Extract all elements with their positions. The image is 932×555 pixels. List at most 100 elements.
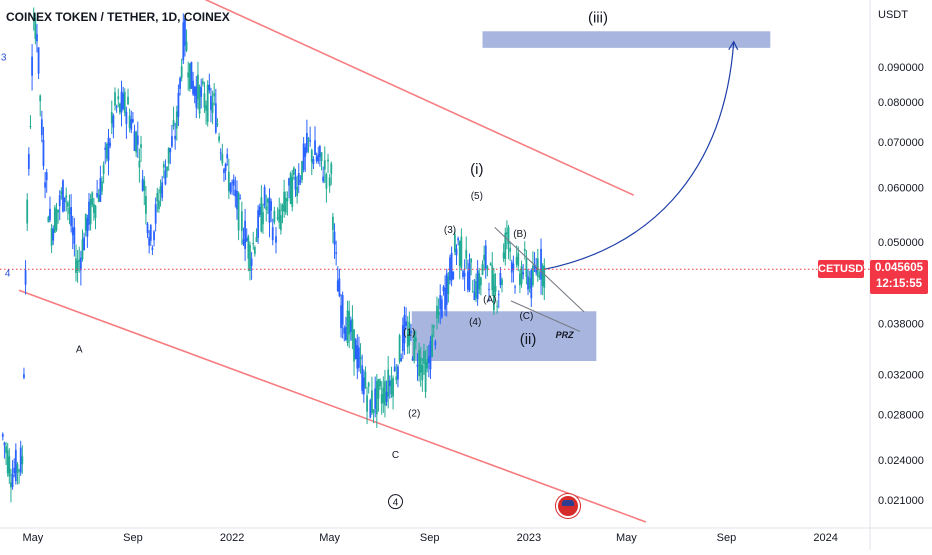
candle-body-177 <box>289 173 292 204</box>
candle-body-215 <box>351 319 354 341</box>
wave-label-14: (ii) <box>520 331 537 348</box>
candle-body-125 <box>205 105 207 111</box>
candle-body-137 <box>224 163 227 172</box>
candle-body-172 <box>281 204 284 212</box>
candle-body-238 <box>388 380 391 387</box>
candle-body-27 <box>45 172 48 181</box>
candle-body-18 <box>31 56 33 76</box>
candle-body-202 <box>330 163 333 174</box>
symbol-price-tag: CETUSDT <box>818 260 870 279</box>
candle-body-132 <box>216 123 219 125</box>
candle-body-178 <box>291 176 294 207</box>
candle-body-266 <box>434 341 437 346</box>
candle-body-76 <box>125 111 128 124</box>
candle-body-252 <box>411 358 414 361</box>
candle-body-237 <box>387 369 390 397</box>
candle-body-276 <box>450 252 453 281</box>
price-axis-label-9: 0.021000 <box>878 495 924 507</box>
us-flag-icon[interactable] <box>556 494 580 518</box>
candle-body-268 <box>437 311 440 315</box>
candle-body-298 <box>486 266 489 270</box>
candle-body-195 <box>318 146 321 158</box>
candle-body-240 <box>392 377 394 397</box>
candle-body-48 <box>79 257 82 271</box>
wave-label-2: A <box>76 344 83 355</box>
candle-body-169 <box>276 217 279 219</box>
price-axis-label-7: 0.028000 <box>878 409 924 421</box>
candle-body-36 <box>60 191 63 195</box>
candle-body-109 <box>179 77 181 89</box>
candle-body-35 <box>58 195 61 207</box>
candle-body-159 <box>260 197 263 232</box>
candle-body-197 <box>322 176 325 182</box>
candle-body-38 <box>63 197 66 203</box>
wave-label-4: 4 <box>393 498 399 509</box>
candle-body-304 <box>496 305 499 307</box>
candle-body-129 <box>211 102 214 113</box>
candle-body-226 <box>369 400 372 418</box>
candle-body-141 <box>231 182 233 184</box>
candle-body-264 <box>431 334 433 357</box>
candle-body-312 <box>509 247 512 252</box>
candle-body-33 <box>55 208 58 231</box>
candle-body-51 <box>84 214 87 231</box>
time-axis-label-4: Sep <box>420 532 440 544</box>
candle-body-7 <box>13 468 16 474</box>
bar-countdown: 12:15:55 <box>875 278 923 291</box>
candle-body-189 <box>309 139 312 142</box>
candle-body-113 <box>185 41 188 51</box>
wave-label-0: 3 <box>1 53 7 64</box>
candle-body-306 <box>499 273 502 285</box>
candle-body-136 <box>223 169 225 174</box>
candle-body-175 <box>286 198 289 202</box>
price-axis-label-1: 0.080000 <box>878 97 924 109</box>
candle-body-56 <box>92 203 95 214</box>
candle-body-98 <box>161 182 164 198</box>
candle-body-25 <box>42 139 45 166</box>
candle-body-74 <box>122 93 125 110</box>
time-axis-label-2: 2022 <box>220 532 244 544</box>
candle-body-258 <box>421 365 424 381</box>
candle-body-161 <box>263 187 266 206</box>
candle-body-325 <box>530 269 533 299</box>
candle-body-101 <box>166 166 168 171</box>
candle-body-150 <box>245 238 248 241</box>
candle-body-245 <box>400 358 403 361</box>
candle-body-95 <box>156 193 159 202</box>
candle-body-188 <box>307 138 310 140</box>
candle-body-286 <box>466 271 469 290</box>
candle-body-174 <box>284 198 287 213</box>
candle-body-259 <box>423 350 425 364</box>
candle-body-89 <box>146 223 149 234</box>
candle-body-324 <box>528 278 531 289</box>
candle-body-133 <box>218 136 220 141</box>
candle-body-206 <box>336 280 339 292</box>
chart-title: COINEX TOKEN / TETHER, 1D, COINEX <box>6 10 230 24</box>
candle-body-167 <box>273 211 276 223</box>
candle-body-330 <box>538 276 541 278</box>
candle-body-323 <box>527 276 529 290</box>
candle-body-194 <box>317 154 320 162</box>
target-zone-1 <box>411 311 597 362</box>
candle-body-105 <box>172 120 175 127</box>
candle-body-157 <box>257 210 260 238</box>
candle-body-322 <box>525 258 528 278</box>
candle-body-152 <box>249 244 251 272</box>
candle-body-203 <box>332 216 334 231</box>
candle-body-71 <box>117 96 120 100</box>
candle-body-54 <box>89 198 92 225</box>
time-axis-label-0: May <box>23 532 44 544</box>
candle-body-64 <box>105 143 108 159</box>
candle-body-180 <box>294 176 297 190</box>
candle-body-249 <box>406 330 409 348</box>
channel-line-1 <box>18 289 647 523</box>
candle-body-222 <box>362 377 365 395</box>
candle-body-184 <box>301 161 303 180</box>
candle-body-61 <box>101 181 103 192</box>
candle-body-253 <box>413 331 416 361</box>
candle-body-166 <box>271 227 274 241</box>
candle-body-317 <box>517 253 520 266</box>
candle-body-118 <box>193 87 196 96</box>
